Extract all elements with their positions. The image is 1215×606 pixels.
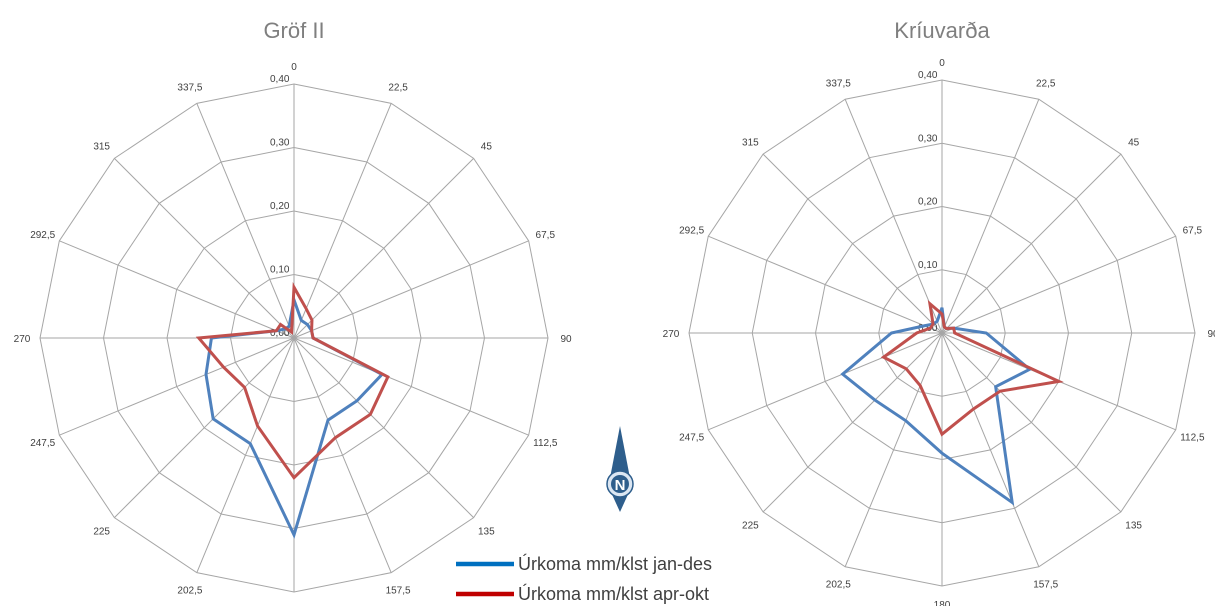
direction-label: 157,5 bbox=[1033, 579, 1058, 590]
direction-label: 202,5 bbox=[826, 579, 851, 590]
direction-label: 292,5 bbox=[679, 225, 704, 236]
spoke-line bbox=[293, 337, 529, 436]
direction-label: 45 bbox=[1128, 137, 1140, 148]
series-line bbox=[195, 281, 390, 480]
ring-tick-label: 0,30 bbox=[918, 133, 938, 144]
ring-tick-label: 0,20 bbox=[918, 197, 938, 208]
spoke-line bbox=[941, 235, 1176, 334]
legend-item-apr-okt: Úrkoma mm/klst apr-okt bbox=[456, 583, 709, 604]
direction-label: 22,5 bbox=[388, 83, 408, 94]
ring-tick-label: 0,00 bbox=[270, 328, 290, 339]
spoke-line bbox=[114, 158, 295, 339]
spoke-line bbox=[293, 240, 529, 339]
spoke-line bbox=[59, 240, 295, 339]
series-line bbox=[840, 307, 1033, 506]
compass-needle-north bbox=[610, 426, 630, 484]
spoke-line bbox=[941, 332, 1040, 567]
spoke-line bbox=[114, 337, 295, 518]
spoke-line bbox=[196, 337, 295, 573]
direction-label: 337,5 bbox=[826, 79, 851, 90]
direction-label: 0 bbox=[939, 58, 945, 69]
direction-label: 270 bbox=[663, 329, 680, 340]
direction-label: 315 bbox=[742, 137, 759, 148]
ring-tick-label: 0,30 bbox=[270, 138, 290, 149]
direction-label: 67,5 bbox=[1183, 225, 1203, 236]
ring-tick-label: 0,10 bbox=[918, 260, 938, 271]
compass-north-arrow-icon: N bbox=[606, 426, 634, 512]
spoke-line bbox=[196, 103, 295, 339]
ring-tick-label: 0,40 bbox=[918, 70, 938, 81]
direction-label: 247,5 bbox=[679, 433, 704, 444]
direction-label: 202,5 bbox=[177, 585, 202, 596]
spoke-line bbox=[293, 337, 474, 518]
direction-label: 157,5 bbox=[386, 585, 411, 596]
chart-title: Kríuvarða bbox=[894, 18, 990, 43]
chart-title: Gröf II bbox=[263, 18, 324, 43]
compass-letter: N bbox=[615, 477, 626, 494]
spoke-line bbox=[293, 337, 392, 573]
direction-label: 135 bbox=[1125, 521, 1142, 532]
spoke-line bbox=[844, 99, 943, 334]
compass-core bbox=[611, 475, 629, 493]
spoke-line bbox=[59, 337, 295, 436]
direction-label: 112,5 bbox=[533, 438, 558, 449]
ring-tick-label: 0,20 bbox=[270, 201, 290, 212]
radar-grid bbox=[688, 79, 1196, 587]
spoke-line bbox=[708, 235, 943, 334]
radar-chart-kriuvarda: Kríuvarða 0 22,5 45 67,5 90 112,5 135 157,5 180 2… bbox=[663, 18, 1215, 606]
ring-tick-label: 0,40 bbox=[270, 74, 290, 85]
spoke-line bbox=[844, 332, 943, 567]
direction-label: 0 bbox=[291, 62, 297, 73]
direction-label: 112,5 bbox=[1180, 433, 1205, 444]
legend: Úrkoma mm/klst jan-des Úrkoma mm/klst ap… bbox=[456, 553, 712, 604]
spoke-line bbox=[941, 153, 1122, 334]
direction-label: 270 bbox=[14, 334, 31, 345]
direction-label: 45 bbox=[481, 142, 493, 153]
direction-label: 315 bbox=[93, 142, 110, 153]
spoke-line bbox=[293, 158, 474, 339]
spoke-line bbox=[708, 332, 943, 431]
direction-label: 67,5 bbox=[536, 230, 556, 241]
direction-label: 90 bbox=[560, 334, 572, 345]
direction-label: 292,5 bbox=[30, 230, 55, 241]
series-line bbox=[880, 300, 1064, 437]
direction-label: 180 bbox=[934, 600, 951, 606]
spoke-line bbox=[293, 103, 392, 339]
radar-grid bbox=[39, 83, 549, 593]
direction-label: 225 bbox=[742, 521, 759, 532]
direction-label: 225 bbox=[93, 526, 110, 537]
legend-label: Úrkoma mm/klst apr-okt bbox=[518, 583, 709, 604]
spoke-line bbox=[941, 332, 1122, 513]
radar-chart-grof-ii: Gröf II 022,54567,590112,5135157,5180202… bbox=[14, 18, 572, 596]
spoke-line bbox=[762, 332, 943, 513]
ring-tick-label: 0,10 bbox=[270, 265, 290, 276]
legend-item-jan-des: Úrkoma mm/klst jan-des bbox=[456, 553, 712, 574]
direction-label: 90 bbox=[1207, 329, 1215, 340]
spoke-line bbox=[941, 99, 1040, 334]
direction-label: 135 bbox=[478, 526, 495, 537]
direction-label: 247,5 bbox=[30, 438, 55, 449]
direction-label: 22,5 bbox=[1036, 79, 1056, 90]
spoke-line bbox=[762, 153, 943, 334]
direction-label: 337,5 bbox=[177, 83, 202, 94]
legend-label: Úrkoma mm/klst jan-des bbox=[518, 553, 712, 574]
